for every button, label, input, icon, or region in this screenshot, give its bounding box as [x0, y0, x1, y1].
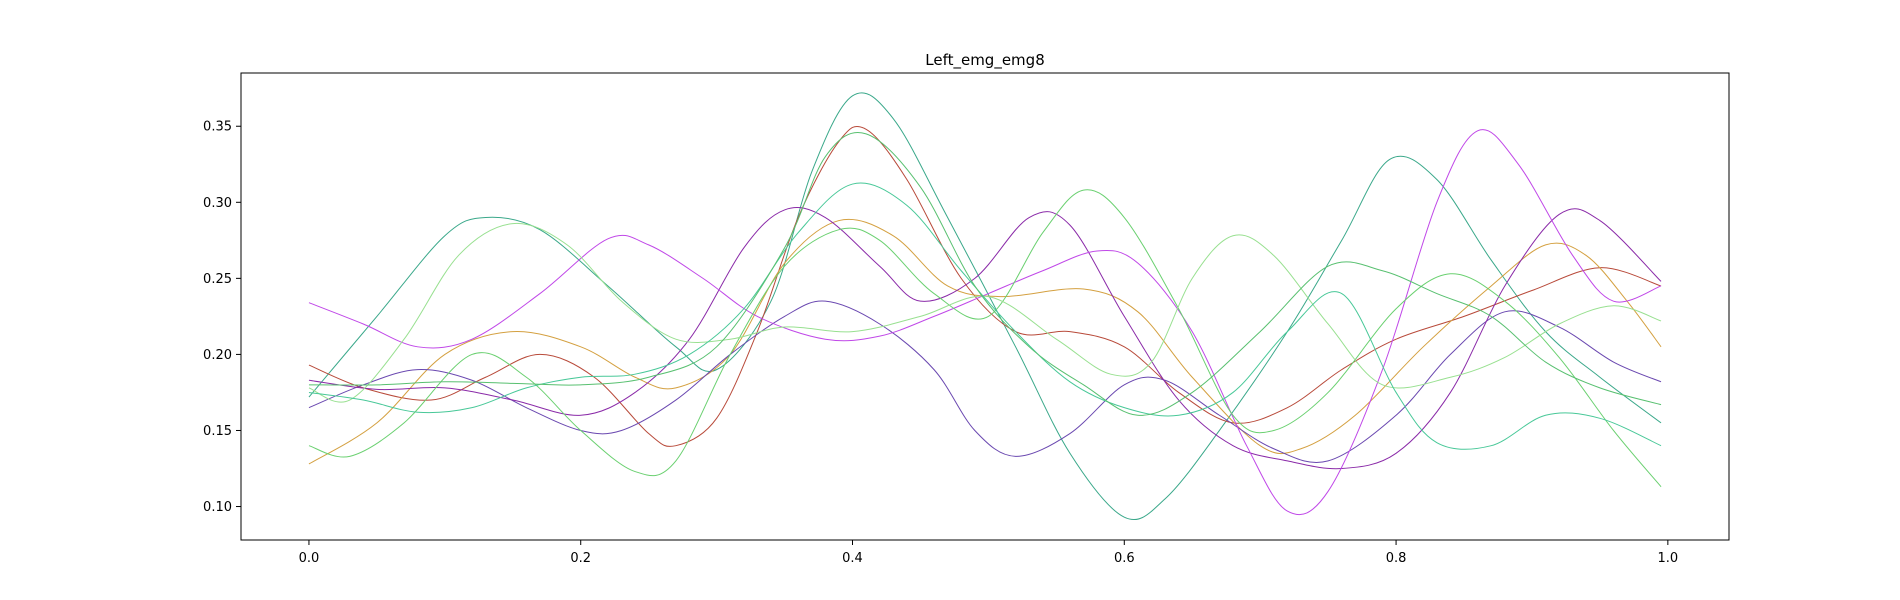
y-tick-label: 0.15: [203, 424, 232, 439]
series-line-9: [308, 182, 1662, 450]
series-line-2: [308, 125, 1662, 447]
series-line-1: [308, 92, 1662, 521]
x-tick-label: 0.8: [1386, 551, 1407, 566]
x-tick-label: 0.2: [570, 551, 591, 566]
x-axis: 0.0 0.2 0.4 0.6 0.8 1.0: [299, 540, 1679, 566]
x-tick-label: 0.4: [842, 551, 863, 566]
y-tick-label: 0.25: [203, 272, 232, 287]
series-line-3: [308, 218, 1662, 465]
x-tick-label: 0.0: [299, 551, 320, 566]
series-group: [308, 92, 1662, 521]
y-tick-label: 0.30: [203, 196, 232, 211]
series-line-8: [308, 222, 1662, 403]
y-tick-label: 0.35: [203, 120, 232, 135]
y-axis: 0.10 0.15 0.20 0.25 0.30 0.35: [203, 120, 241, 515]
chart-title: Left_emg_emg8: [925, 51, 1045, 70]
plot-frame: [240, 72, 1730, 541]
x-tick-label: 0.6: [1114, 551, 1135, 566]
series-line-4: [308, 300, 1662, 463]
x-tick-label: 1.0: [1658, 551, 1679, 566]
y-tick-label: 0.10: [203, 500, 232, 515]
series-line-10: [308, 132, 1662, 416]
series-line-7: [308, 189, 1662, 488]
series-line-6: [308, 129, 1662, 516]
y-tick-label: 0.20: [203, 348, 232, 363]
series-line-5: [308, 207, 1662, 470]
